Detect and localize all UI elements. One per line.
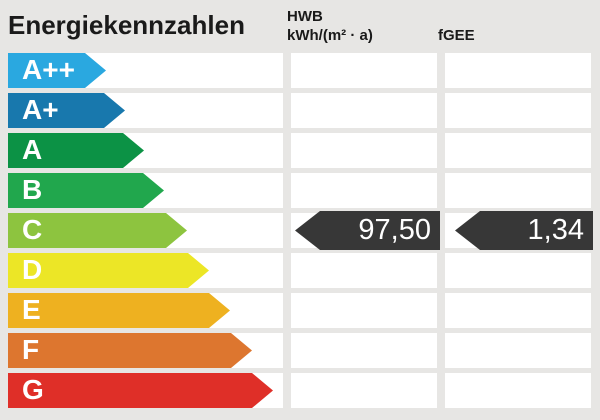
grade-label: B [22, 174, 43, 205]
grade-label: A++ [22, 54, 75, 85]
row-cell-fgee: 1,34 [445, 211, 593, 250]
row-cell-hwb [291, 173, 437, 208]
fgee-column-header: fGEE [438, 27, 475, 44]
hwb-value-badge: 97,50 [295, 211, 440, 250]
scale-row: B [0, 173, 600, 208]
scale-row: D [0, 253, 600, 288]
grade-arrow-icon: C [8, 213, 187, 248]
row-cell-fgee [445, 373, 591, 408]
scale-row: 97,50 1,34 C [0, 211, 600, 250]
row-cell-fgee [445, 93, 591, 128]
row-cell-hwb [291, 373, 437, 408]
grade-label: D [22, 254, 43, 285]
row-cell-fgee [445, 333, 591, 368]
row-cell-hwb [291, 333, 437, 368]
grade-arrow-icon: D [8, 253, 209, 288]
row-cell-fgee [445, 293, 591, 328]
scale-row: A+ [0, 93, 600, 128]
grade-arrow-icon: A+ [8, 93, 125, 128]
row-cell-fgee [445, 253, 591, 288]
row-cell-fgee [445, 53, 591, 88]
row-cell-hwb [291, 93, 437, 128]
grade-label: G [22, 374, 44, 405]
page-title: Energiekennzahlen [8, 10, 245, 40]
fgee-value-badge: 1,34 [455, 211, 593, 250]
grade-label: C [22, 214, 43, 245]
hwb-column-header: HWB kWh/(m² · a) [287, 7, 373, 45]
scale-row: A++ [0, 53, 600, 88]
grade-arrow-icon: F [8, 333, 252, 368]
grade-label: E [22, 294, 41, 325]
row-cell-hwb [291, 293, 437, 328]
hwb-label: HWB [287, 8, 323, 25]
row-cell-fgee [445, 173, 591, 208]
grade-label: A+ [22, 94, 59, 125]
hwb-unit-label: kWh/(m² · a) [287, 27, 373, 44]
grade-arrow-icon: E [8, 293, 230, 328]
scale-row: F [0, 333, 600, 368]
grade-arrow-icon: G [8, 373, 273, 408]
grade-arrow-icon: A [8, 133, 144, 168]
row-cell-fgee [445, 133, 591, 168]
grade-label: A [22, 134, 43, 165]
scale-row: G [0, 373, 600, 408]
grade-arrow-icon: A++ [8, 53, 106, 88]
grade-arrow-icon: B [8, 173, 164, 208]
scale-row: A [0, 133, 600, 168]
row-cell-hwb [291, 253, 437, 288]
row-cell-hwb [291, 133, 437, 168]
row-cell-hwb: 97,50 [291, 211, 440, 250]
grade-label: F [22, 334, 40, 365]
row-cell-hwb [291, 53, 437, 88]
scale-row: E [0, 293, 600, 328]
